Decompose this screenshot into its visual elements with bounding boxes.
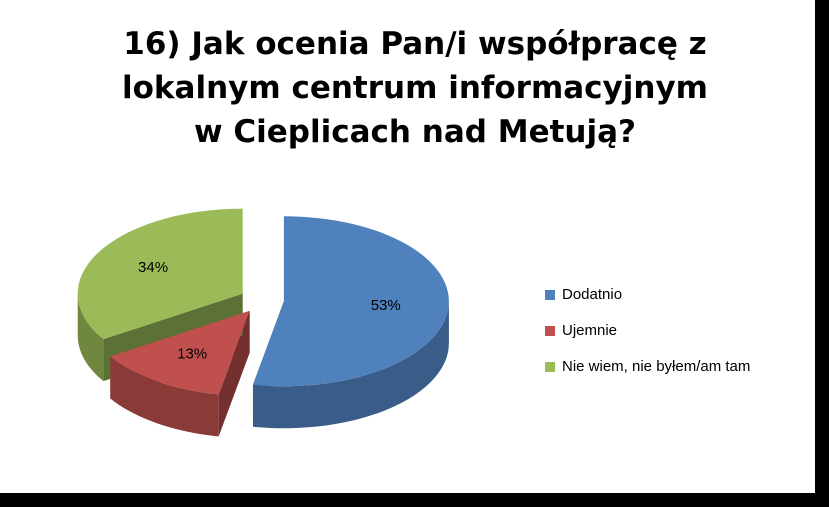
pie-slice <box>110 310 250 395</box>
pie-slice <box>252 216 449 387</box>
legend-swatch <box>545 290 555 300</box>
legend-swatch <box>545 362 555 372</box>
chart: 53% 13% 34% Dodatnio Ujemnie Nie wiem, nie by… <box>77 208 750 437</box>
pie-side <box>252 301 449 429</box>
legend-label: Nie wiem, nie byłem/am tam <box>562 358 750 375</box>
pie-side <box>77 293 104 382</box>
data-label: 53% <box>371 297 401 314</box>
chart-title: 16) Jak ocenia Pan/i współpracę z lokaln… <box>122 26 708 150</box>
legend-label: Ujemnie <box>562 322 617 339</box>
data-label: 13% <box>177 345 207 362</box>
legend-label: Dodatnio <box>562 286 622 303</box>
pie-side <box>110 356 219 437</box>
data-label: 34% <box>138 259 168 276</box>
pie-slice <box>77 208 243 340</box>
legend-swatch <box>545 326 555 336</box>
